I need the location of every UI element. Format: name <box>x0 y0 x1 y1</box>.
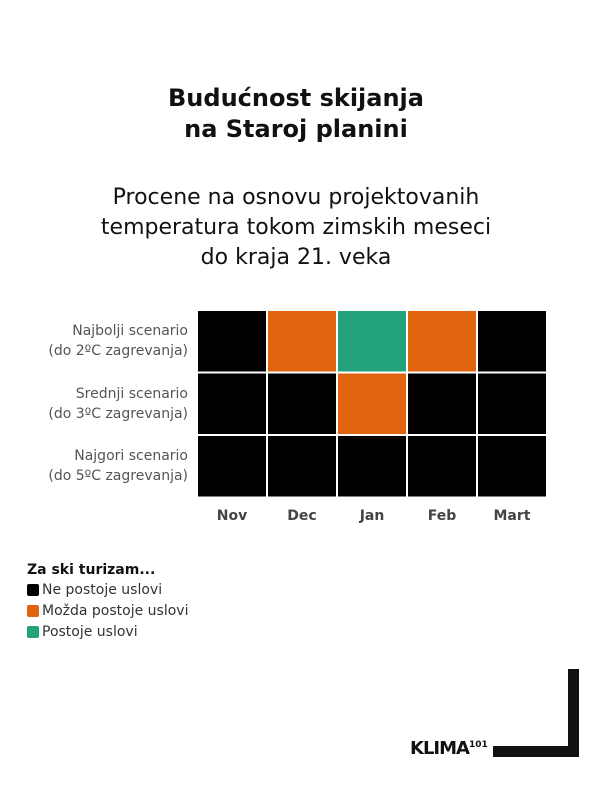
subtitle-line-3: do kraja 21. veka <box>200 245 392 270</box>
heatmap-cell-best-dec <box>268 311 336 372</box>
chart-subtitle: Procene na osnovu projektovanih temperat… <box>0 183 592 273</box>
row-label-worst-line-2: (do 5ºC zagrevanja) <box>48 468 188 484</box>
row-label-medium: Srednji scenario (do 3ºC zagrevanja) <box>0 384 188 424</box>
column-label-feb: Feb <box>427 508 457 524</box>
legend-swatch-black <box>27 584 39 596</box>
legend-label-conditions: Postoje uslovi <box>42 624 138 640</box>
heatmap-cell-worst-mart <box>478 436 546 497</box>
heatmap-cell-medium-mart <box>478 373 546 434</box>
legend-label-maybe-conditions: Možda postoje uslovi <box>42 603 189 619</box>
row-label-worst-line-1: Najgori scenario <box>74 448 188 464</box>
row-label-worst: Najgori scenario (do 5ºC zagrevanja) <box>0 446 188 486</box>
heatmap-grid <box>198 311 546 497</box>
subtitle-line-2: temperatura tokom zimskih meseci <box>100 215 492 240</box>
legend-label-no-conditions: Ne postoje uslovi <box>42 582 163 598</box>
legend-item-conditions: Postoje uslovi <box>27 622 138 642</box>
heatmap-cell-worst-dec <box>268 436 336 497</box>
column-label-dec: Dec <box>287 508 317 524</box>
heatmap-cell-medium-nov <box>198 373 266 434</box>
legend-swatch-green <box>27 626 39 638</box>
heatmap-cell-best-feb <box>408 311 476 372</box>
klima101-logo: KLIMA101 <box>410 738 488 759</box>
column-label-mart: Mart <box>493 508 531 524</box>
subtitle-line-1: Procene na osnovu projektovanih <box>112 185 480 210</box>
heatmap-cell-worst-nov <box>198 436 266 497</box>
column-label-nov: Nov <box>216 508 248 524</box>
logo-superscript: 101 <box>468 740 488 750</box>
logo-text: KLIMA <box>410 738 470 759</box>
heatmap-cell-best-nov <box>198 311 266 372</box>
row-label-medium-line-1: Srednji scenario <box>75 386 188 402</box>
title-line-2: na Staroj planini <box>184 115 408 143</box>
legend-item-maybe-conditions: Možda postoje uslovi <box>27 601 188 621</box>
heatmap-cell-best-jan <box>338 311 406 372</box>
row-label-best-line-2: (do 2ºC zagrevanja) <box>48 343 188 359</box>
chart-title: Budućnost skijanja na Staroj planini <box>0 83 592 145</box>
row-label-best: Najbolji scenario (do 2ºC zagrevanja) <box>0 321 188 361</box>
corner-bracket-horizontal <box>493 746 579 757</box>
heatmap-cell-medium-dec <box>268 373 336 434</box>
heatmap-cell-medium-feb <box>408 373 476 434</box>
legend-swatch-orange <box>27 605 39 617</box>
corner-bracket-vertical <box>568 669 579 757</box>
legend-title: Za ski turizam... <box>27 562 156 578</box>
heatmap-cell-medium-jan <box>338 373 406 434</box>
legend-item-no-conditions: Ne postoje uslovi <box>27 580 162 600</box>
column-label-jan: Jan <box>359 508 385 524</box>
heatmap-cell-worst-feb <box>408 436 476 497</box>
title-line-1: Budućnost skijanja <box>168 84 424 112</box>
heatmap-cell-best-mart <box>478 311 546 372</box>
heatmap-cell-worst-jan <box>338 436 406 497</box>
row-label-best-line-1: Najbolji scenario <box>72 323 188 339</box>
row-label-medium-line-2: (do 3ºC zagrevanja) <box>48 406 188 422</box>
